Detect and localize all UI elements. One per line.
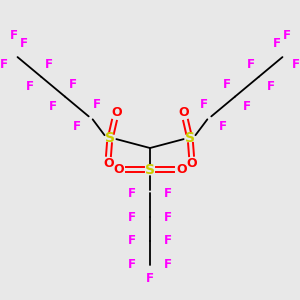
Text: F: F	[128, 235, 136, 248]
Text: O: O	[113, 163, 124, 176]
Text: F: F	[93, 98, 101, 111]
Text: F: F	[223, 78, 231, 91]
Text: F: F	[128, 187, 136, 200]
Text: F: F	[219, 120, 227, 133]
Text: F: F	[164, 187, 172, 200]
Text: O: O	[176, 163, 187, 176]
Text: O: O	[103, 157, 114, 170]
Text: F: F	[282, 29, 290, 42]
Text: F: F	[164, 211, 172, 224]
Text: F: F	[267, 80, 274, 93]
Text: F: F	[128, 258, 136, 271]
Text: F: F	[292, 58, 300, 71]
Text: S: S	[145, 163, 155, 177]
Text: F: F	[164, 258, 172, 271]
Text: F: F	[200, 98, 207, 111]
Text: F: F	[0, 58, 8, 71]
Text: O: O	[178, 106, 189, 119]
Text: F: F	[20, 37, 28, 50]
Text: F: F	[45, 58, 53, 71]
Text: F: F	[49, 100, 57, 113]
Text: O: O	[111, 106, 122, 119]
Text: F: F	[247, 58, 255, 71]
Text: F: F	[73, 120, 81, 133]
Text: S: S	[184, 131, 194, 145]
Text: F: F	[26, 80, 33, 93]
Text: F: F	[128, 211, 136, 224]
Text: F: F	[272, 37, 281, 50]
Text: O: O	[186, 157, 197, 170]
Text: F: F	[243, 100, 251, 113]
Text: F: F	[10, 29, 18, 42]
Text: F: F	[146, 272, 154, 285]
Text: F: F	[69, 78, 77, 91]
Text: F: F	[164, 235, 172, 248]
Text: S: S	[106, 131, 116, 145]
